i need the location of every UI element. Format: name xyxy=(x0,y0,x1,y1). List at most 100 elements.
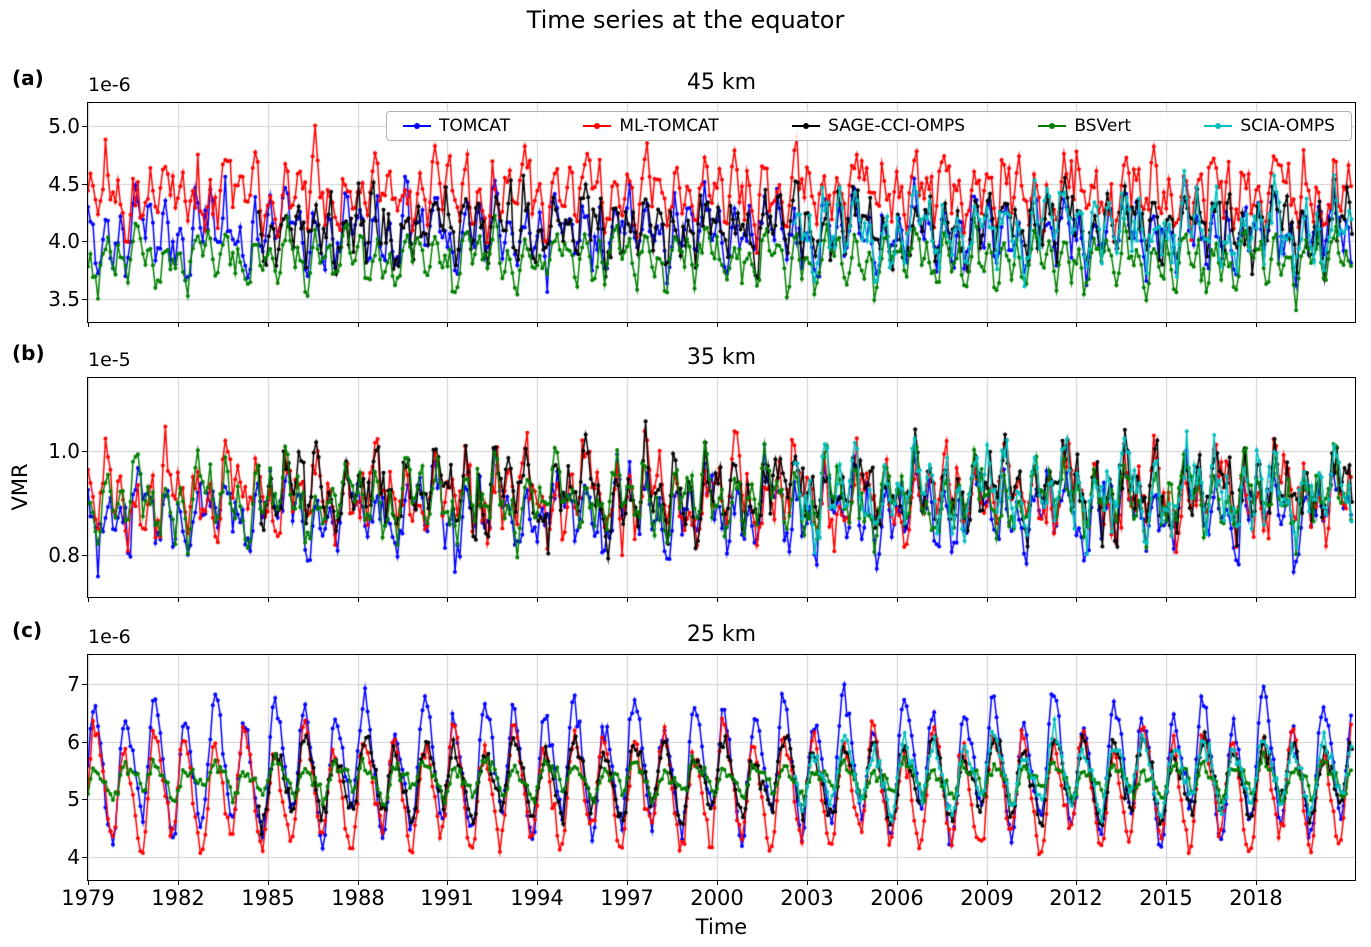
x-tick-mark xyxy=(1256,598,1257,602)
x-tick-mark xyxy=(268,881,269,885)
panel-label-c: (c) xyxy=(12,618,43,642)
x-tick-mark xyxy=(358,598,359,602)
y-tick-mark xyxy=(82,684,87,685)
x-tick-mark xyxy=(537,323,538,327)
legend-label: BSVert xyxy=(1074,116,1131,136)
x-tick-mark xyxy=(1076,881,1077,885)
y-tick-label: 4 xyxy=(67,844,80,869)
x-tick-mark xyxy=(358,323,359,327)
legend-dot-marker-icon xyxy=(1049,123,1056,129)
y-axis-label: VMR xyxy=(8,463,32,511)
x-tick-mark xyxy=(987,323,988,327)
x-tick-label: 1994 xyxy=(510,886,564,910)
x-tick-label: 2012 xyxy=(1049,886,1103,910)
y-tick-mark xyxy=(82,742,87,743)
legend-dot-marker-icon xyxy=(803,123,810,129)
legend-dot-marker-icon xyxy=(594,123,601,129)
legend-item-sage-cci-omps: SAGE-CCI-OMPS xyxy=(792,116,965,136)
x-tick-mark xyxy=(1166,598,1167,602)
figure-title: Time series at the equator xyxy=(526,6,845,34)
x-tick-label: 1985 xyxy=(241,886,295,910)
y-tick-mark xyxy=(82,857,87,858)
y-tick-label: 5 xyxy=(67,787,80,812)
y-tick-mark xyxy=(82,241,87,242)
legend-item-ml-tomcat: ML-TOMCAT xyxy=(583,116,719,136)
y-tick-mark xyxy=(82,799,87,800)
x-tick-mark xyxy=(88,881,89,885)
legend-dot-marker-icon xyxy=(414,123,420,129)
legend-line-marker-icon xyxy=(583,123,612,129)
x-tick-mark xyxy=(178,881,179,885)
y-tick-mark xyxy=(82,555,87,556)
legend-label: ML-TOMCAT xyxy=(619,116,719,136)
panel-title-45km: 45 km xyxy=(686,70,757,95)
x-tick-mark xyxy=(88,598,89,602)
panel-label-b: (b) xyxy=(12,341,45,365)
plot-canvas-35km xyxy=(88,378,1355,597)
legend-label: SAGE-CCI-OMPS xyxy=(828,116,966,136)
x-tick-mark xyxy=(807,881,808,885)
legend-line-marker-icon xyxy=(403,123,431,129)
x-tick-mark xyxy=(178,323,179,327)
panel-title-35km: 35 km xyxy=(686,345,757,370)
x-tick-mark xyxy=(897,881,898,885)
x-tick-label: 1991 xyxy=(420,886,474,910)
x-tick-label: 2015 xyxy=(1139,886,1193,910)
panel-title-25km: 25 km xyxy=(686,622,757,647)
x-tick-mark xyxy=(447,598,448,602)
y-tick-label: 7 xyxy=(67,671,80,696)
x-tick-mark xyxy=(358,881,359,885)
x-tick-mark xyxy=(1256,323,1257,327)
y-tick-label: 0.8 xyxy=(48,543,80,568)
x-tick-mark xyxy=(1166,881,1167,885)
x-tick-mark xyxy=(717,881,718,885)
x-tick-label: 2003 xyxy=(780,886,834,910)
offset-text-35km: 1e-5 xyxy=(88,349,131,371)
x-tick-mark xyxy=(1166,323,1167,327)
x-tick-mark xyxy=(627,598,628,602)
x-tick-mark xyxy=(987,598,988,602)
y-tick-mark xyxy=(82,451,87,452)
offset-text-45km: 1e-6 xyxy=(88,74,131,96)
y-tick-mark xyxy=(82,184,87,185)
legend-dot-marker-icon xyxy=(1215,123,1222,129)
legend: TOMCAT ML-TOMCAT SAGE-CCI-OMPS BSVert SCIA-O… xyxy=(386,111,1352,141)
legend-line-marker-icon xyxy=(1204,123,1233,129)
y-tick-label: 3.5 xyxy=(48,286,80,311)
x-tick-label: 2006 xyxy=(870,886,924,910)
legend-line-marker-icon xyxy=(792,123,821,129)
y-tick-mark xyxy=(82,126,87,127)
x-tick-mark xyxy=(88,323,89,327)
plot-canvas-25km xyxy=(88,655,1355,880)
x-tick-mark xyxy=(807,598,808,602)
y-tick-mark xyxy=(82,299,87,300)
x-tick-label: 1982 xyxy=(151,886,205,910)
x-tick-mark xyxy=(268,323,269,327)
x-tick-mark xyxy=(717,323,718,327)
legend-item-bsvert: BSVert xyxy=(1038,116,1131,136)
x-tick-mark xyxy=(537,881,538,885)
plot-area-35km xyxy=(87,377,1356,598)
y-tick-label: 6 xyxy=(67,729,80,754)
y-tick-label: 1.0 xyxy=(48,439,80,463)
x-tick-label: 2018 xyxy=(1229,886,1283,910)
offset-text-25km: 1e-6 xyxy=(88,626,131,648)
legend-label: SCIA-OMPS xyxy=(1240,116,1335,136)
x-tick-label: 1979 xyxy=(61,886,115,910)
x-tick-label: 1988 xyxy=(331,886,385,910)
legend-item-scia-omps: SCIA-OMPS xyxy=(1204,116,1335,136)
x-tick-mark xyxy=(717,598,718,602)
x-tick-label: 1997 xyxy=(600,886,654,910)
panel-label-a: (a) xyxy=(12,66,44,90)
x-tick-label: 2000 xyxy=(690,886,744,910)
x-tick-mark xyxy=(897,598,898,602)
x-tick-mark xyxy=(807,323,808,327)
x-axis-label: Time xyxy=(695,915,748,939)
x-tick-label: 2009 xyxy=(960,886,1014,910)
x-tick-mark xyxy=(447,323,448,327)
x-tick-mark xyxy=(268,598,269,602)
legend-item-tomcat: TOMCAT xyxy=(403,116,510,136)
x-tick-mark xyxy=(537,598,538,602)
x-tick-mark xyxy=(627,323,628,327)
